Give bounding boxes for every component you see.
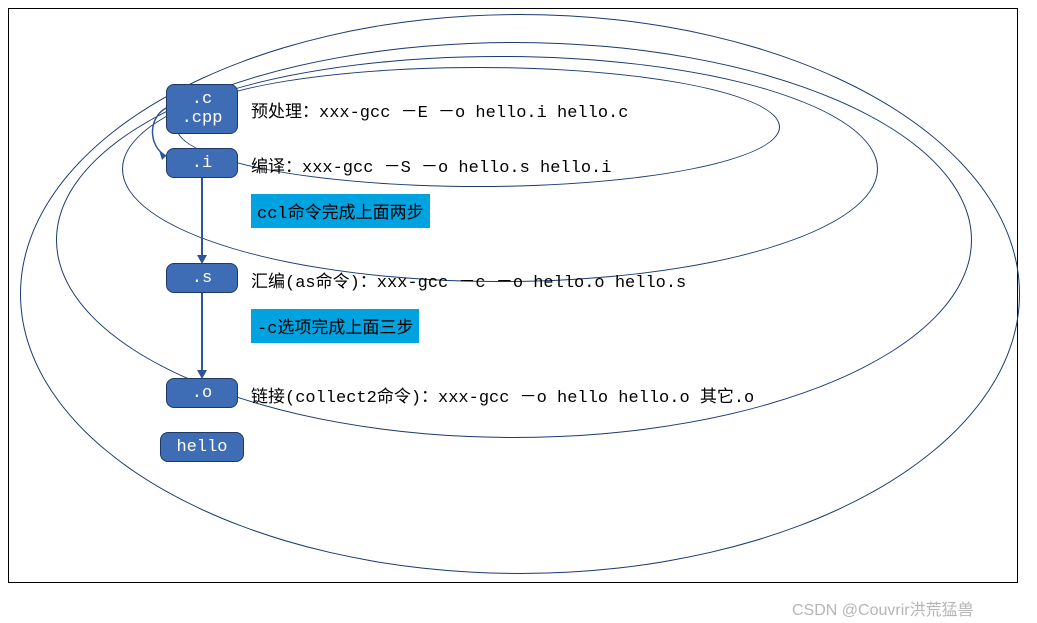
step-assemble: 汇编(as命令)：xxx-gcc －c －o hello.o hello.s <box>251 267 686 293</box>
arrow-i-to-s-line <box>201 178 203 256</box>
highlight-dash-c: -c选项完成上面三步 <box>251 309 419 343</box>
node-c-cpp: .c .cpp <box>166 84 238 134</box>
node-o: .o <box>166 378 238 408</box>
arrow-s-to-o-line <box>201 293 203 371</box>
watermark: CSDN @Couvrir洪荒猛兽 <box>792 596 974 620</box>
step-preprocess: 预处理：xxx-gcc －E －o hello.i hello.c <box>251 97 628 123</box>
highlight-ccl: ccl命令完成上面两步 <box>251 194 430 228</box>
node-s: .s <box>166 263 238 293</box>
node-i: .i <box>166 148 238 178</box>
node-hello: hello <box>160 432 244 462</box>
step-compile: 编译：xxx-gcc －S －o hello.s hello.i <box>251 152 611 178</box>
step-link: 链接(collect2命令)：xxx-gcc －o hello hello.o … <box>251 382 754 408</box>
